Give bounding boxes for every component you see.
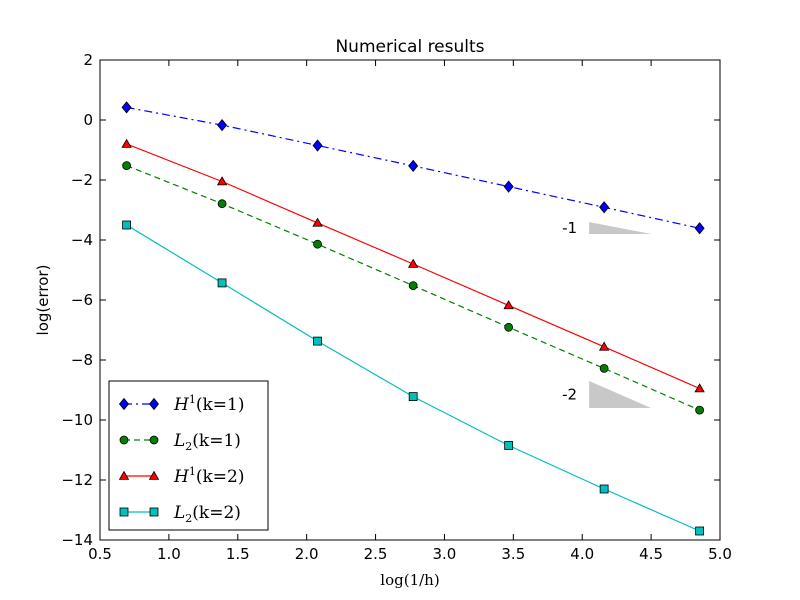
legend-marker-right-4 <box>149 507 159 517</box>
y-tick-label-8: −12 <box>61 471 93 489</box>
legend-marker-left-1 <box>118 397 130 411</box>
legend-marker-left-4 <box>119 507 129 517</box>
data-point-s1-3 <box>312 139 323 152</box>
y-axis-label: log(error) <box>34 265 52 336</box>
y-tick-label-4: −4 <box>71 231 93 249</box>
legend-marker-left-3 <box>118 470 130 480</box>
x-tick-label-5: 2.5 <box>364 545 388 563</box>
y-tick-label-7: −10 <box>61 411 93 429</box>
y-tick-label-9: −14 <box>61 531 93 549</box>
x-tick-label-4: 2.0 <box>295 545 319 563</box>
slope-triangle-1 <box>589 222 652 234</box>
x-tick-label-1: 0.5 <box>88 545 112 563</box>
data-point-s1-4 <box>408 159 419 173</box>
x-tick-label-10: 5.0 <box>708 545 732 563</box>
legend-box <box>108 380 269 531</box>
data-point-s3-3 <box>312 217 323 227</box>
data-point-s2-1 <box>122 161 131 171</box>
data-point-s2-5 <box>504 322 514 332</box>
x-tick-label-6: 3.0 <box>433 545 457 563</box>
x-tick-label-8: 4.0 <box>570 545 594 563</box>
legend-label-3: H1(k=2) <box>173 465 244 487</box>
data-point-s3-7 <box>694 383 705 393</box>
legend-marker-right-2 <box>149 435 159 445</box>
x-tick-label-9: 4.5 <box>639 545 663 563</box>
y-tick-label-2: 0 <box>83 111 93 129</box>
data-point-s1-5 <box>503 180 514 193</box>
data-point-s4-1 <box>122 220 131 230</box>
legend-label-4: L2(k=2) <box>173 503 241 525</box>
x-axis-label: log(1/h) <box>380 571 439 589</box>
data-point-s4-4 <box>408 392 418 402</box>
data-point-s2-2 <box>217 199 227 209</box>
slope-label-1: -1 <box>562 219 577 237</box>
x-tick-label-7: 3.5 <box>501 545 525 563</box>
data-point-s1-7 <box>694 222 705 235</box>
x-tick-label-2: 1.0 <box>157 545 181 563</box>
chart-title: Numerical results <box>335 37 484 57</box>
y-tick-label-3: −2 <box>71 171 93 189</box>
y-tick-label-6: −8 <box>71 351 93 369</box>
legend: H1(k=1) L2(k=1) H1(k=2) L2(k=2) <box>108 380 269 531</box>
data-point-s2-6 <box>599 363 609 373</box>
data-point-s2-7 <box>695 405 705 415</box>
slope-label-2: -2 <box>562 386 577 404</box>
legend-label-2: L2(k=1) <box>173 431 241 453</box>
data-point-s4-2 <box>217 278 227 288</box>
data-point-s3-2 <box>216 176 228 186</box>
slope-triangle-2 <box>589 381 652 408</box>
legend-marker-right-1 <box>148 397 160 411</box>
legend-marker-left-2 <box>119 435 129 445</box>
data-point-s2-3 <box>313 239 322 249</box>
data-point-s3-6 <box>598 341 610 351</box>
data-point-s2-4 <box>408 281 418 291</box>
data-point-s4-7 <box>695 526 705 536</box>
data-point-s1-1 <box>121 101 132 114</box>
data-point-s1-6 <box>599 201 610 214</box>
x-tick-label-3: 1.5 <box>226 545 250 563</box>
axis-tick-labels: 0.5 1.0 1.5 2.0 2.5 3.0 3.5 4.0 4.5 5.0 2 0 −2 −4 −6 −8… <box>61 51 732 563</box>
legend-marker-right-3 <box>148 470 160 480</box>
data-point-s1-2 <box>217 118 228 132</box>
data-point-s3-5 <box>503 300 514 310</box>
data-point-s4-6 <box>599 484 609 494</box>
data-point-s3-1 <box>121 138 132 148</box>
series-markers <box>121 101 705 536</box>
legend-label-1: H1(k=1) <box>173 393 244 415</box>
data-point-s4-3 <box>313 336 322 346</box>
slope-annotations: -1 -2 <box>562 219 652 408</box>
data-point-s4-5 <box>504 441 514 450</box>
axis-ticks <box>99 59 721 541</box>
y-tick-label-1: 2 <box>83 51 93 69</box>
y-tick-label-5: −6 <box>71 291 93 309</box>
data-point-s3-4 <box>407 258 419 268</box>
